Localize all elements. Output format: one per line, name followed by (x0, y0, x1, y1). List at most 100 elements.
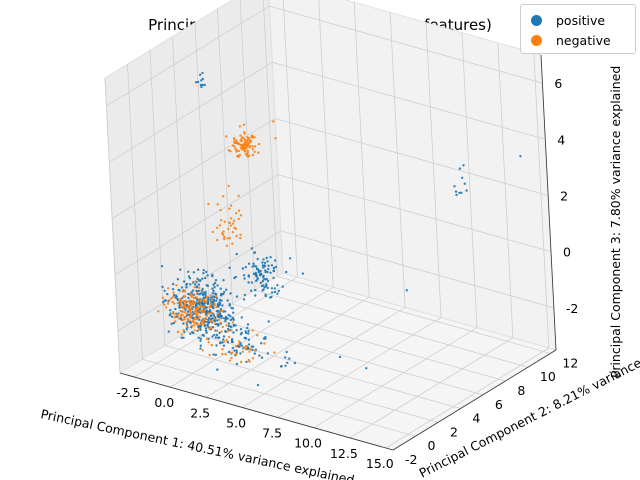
point-negative (180, 313, 183, 316)
point-negative (188, 299, 191, 302)
point-positive (256, 277, 260, 280)
point-positive (192, 281, 195, 284)
point-positive (208, 309, 212, 312)
point-positive (204, 329, 208, 332)
point-positive (239, 328, 243, 331)
point-negative (254, 349, 257, 352)
point-positive (273, 259, 277, 262)
point-positive (264, 270, 267, 274)
point-positive (199, 339, 202, 342)
point-negative (246, 155, 250, 158)
point-positive (272, 266, 276, 270)
point-negative (230, 356, 233, 360)
point-positive (286, 361, 289, 364)
point-positive (170, 315, 174, 318)
point-positive (269, 296, 272, 299)
point-positive (267, 320, 270, 323)
point-positive (247, 262, 251, 265)
point-negative (241, 350, 245, 353)
point-positive (168, 314, 171, 317)
x-tick-label: -2.5 (116, 385, 140, 400)
point-negative (256, 334, 259, 337)
point-negative (218, 318, 221, 321)
point-positive (211, 275, 214, 278)
point-positive (454, 190, 458, 193)
point-negative (205, 295, 209, 299)
point-positive (214, 336, 217, 339)
point-positive (222, 292, 225, 296)
legend-marker-negative (531, 34, 542, 46)
point-positive (281, 285, 284, 288)
point-positive (280, 365, 283, 368)
point-negative (234, 212, 238, 215)
point-positive (205, 311, 208, 314)
point-negative (221, 309, 224, 313)
y-gridline-left (172, 36, 188, 332)
point-positive (182, 280, 186, 283)
point-negative (233, 137, 236, 141)
point-negative (238, 153, 241, 157)
point-positive (247, 329, 250, 333)
point-negative (195, 296, 198, 299)
point-positive (263, 264, 266, 267)
point-positive (178, 306, 181, 309)
point-positive (262, 284, 265, 287)
point-negative (233, 226, 236, 229)
point-negative (234, 147, 237, 151)
point-negative (183, 318, 186, 321)
point-positive (261, 264, 265, 267)
point-positive (338, 355, 342, 359)
point-positive (218, 298, 222, 302)
point-positive (170, 322, 173, 325)
point-negative (209, 326, 212, 330)
point-positive (213, 333, 216, 337)
point-positive (259, 281, 263, 285)
z-gridline-back (275, 118, 549, 196)
point-positive (462, 164, 465, 167)
point-positive (288, 257, 292, 260)
point-positive (189, 283, 192, 286)
point-positive (269, 256, 272, 259)
point-positive (265, 256, 268, 260)
point-positive (232, 311, 235, 314)
point-negative (210, 298, 213, 301)
z-axis-label: Principal Component 3: 7.80% variance ex… (608, 66, 623, 378)
point-positive (201, 77, 204, 81)
point-negative (208, 305, 211, 309)
point-positive (465, 189, 468, 192)
x-gridline-floor (170, 286, 334, 388)
point-negative (189, 293, 192, 297)
y-gridline-floor (142, 358, 416, 437)
point-negative (239, 233, 242, 236)
point-positive (166, 292, 169, 296)
point-positive (261, 280, 264, 283)
point-positive (263, 261, 267, 265)
point-negative (182, 329, 185, 332)
point-negative (230, 329, 233, 332)
point-negative (223, 340, 226, 343)
y-gridline-floor (232, 303, 506, 382)
point-negative (229, 204, 233, 207)
point-positive (253, 251, 256, 254)
point-negative (248, 146, 251, 149)
point-positive (211, 335, 214, 338)
point-positive (250, 247, 253, 250)
point-positive (223, 290, 226, 294)
point-positive (213, 319, 216, 322)
point-positive (197, 326, 200, 329)
point-positive (219, 342, 222, 345)
point-negative (216, 238, 219, 242)
point-positive (215, 299, 218, 302)
legend: positive negative (520, 4, 636, 54)
data-points (157, 71, 522, 387)
point-negative (183, 311, 187, 314)
point-positive (199, 347, 202, 350)
point-positive (264, 293, 267, 296)
point-negative (239, 214, 243, 217)
z-tick-label: 4 (557, 132, 565, 147)
point-negative (241, 136, 244, 139)
point-negative (188, 301, 191, 304)
point-positive (265, 283, 268, 286)
point-positive (243, 336, 246, 340)
point-positive (254, 288, 257, 292)
